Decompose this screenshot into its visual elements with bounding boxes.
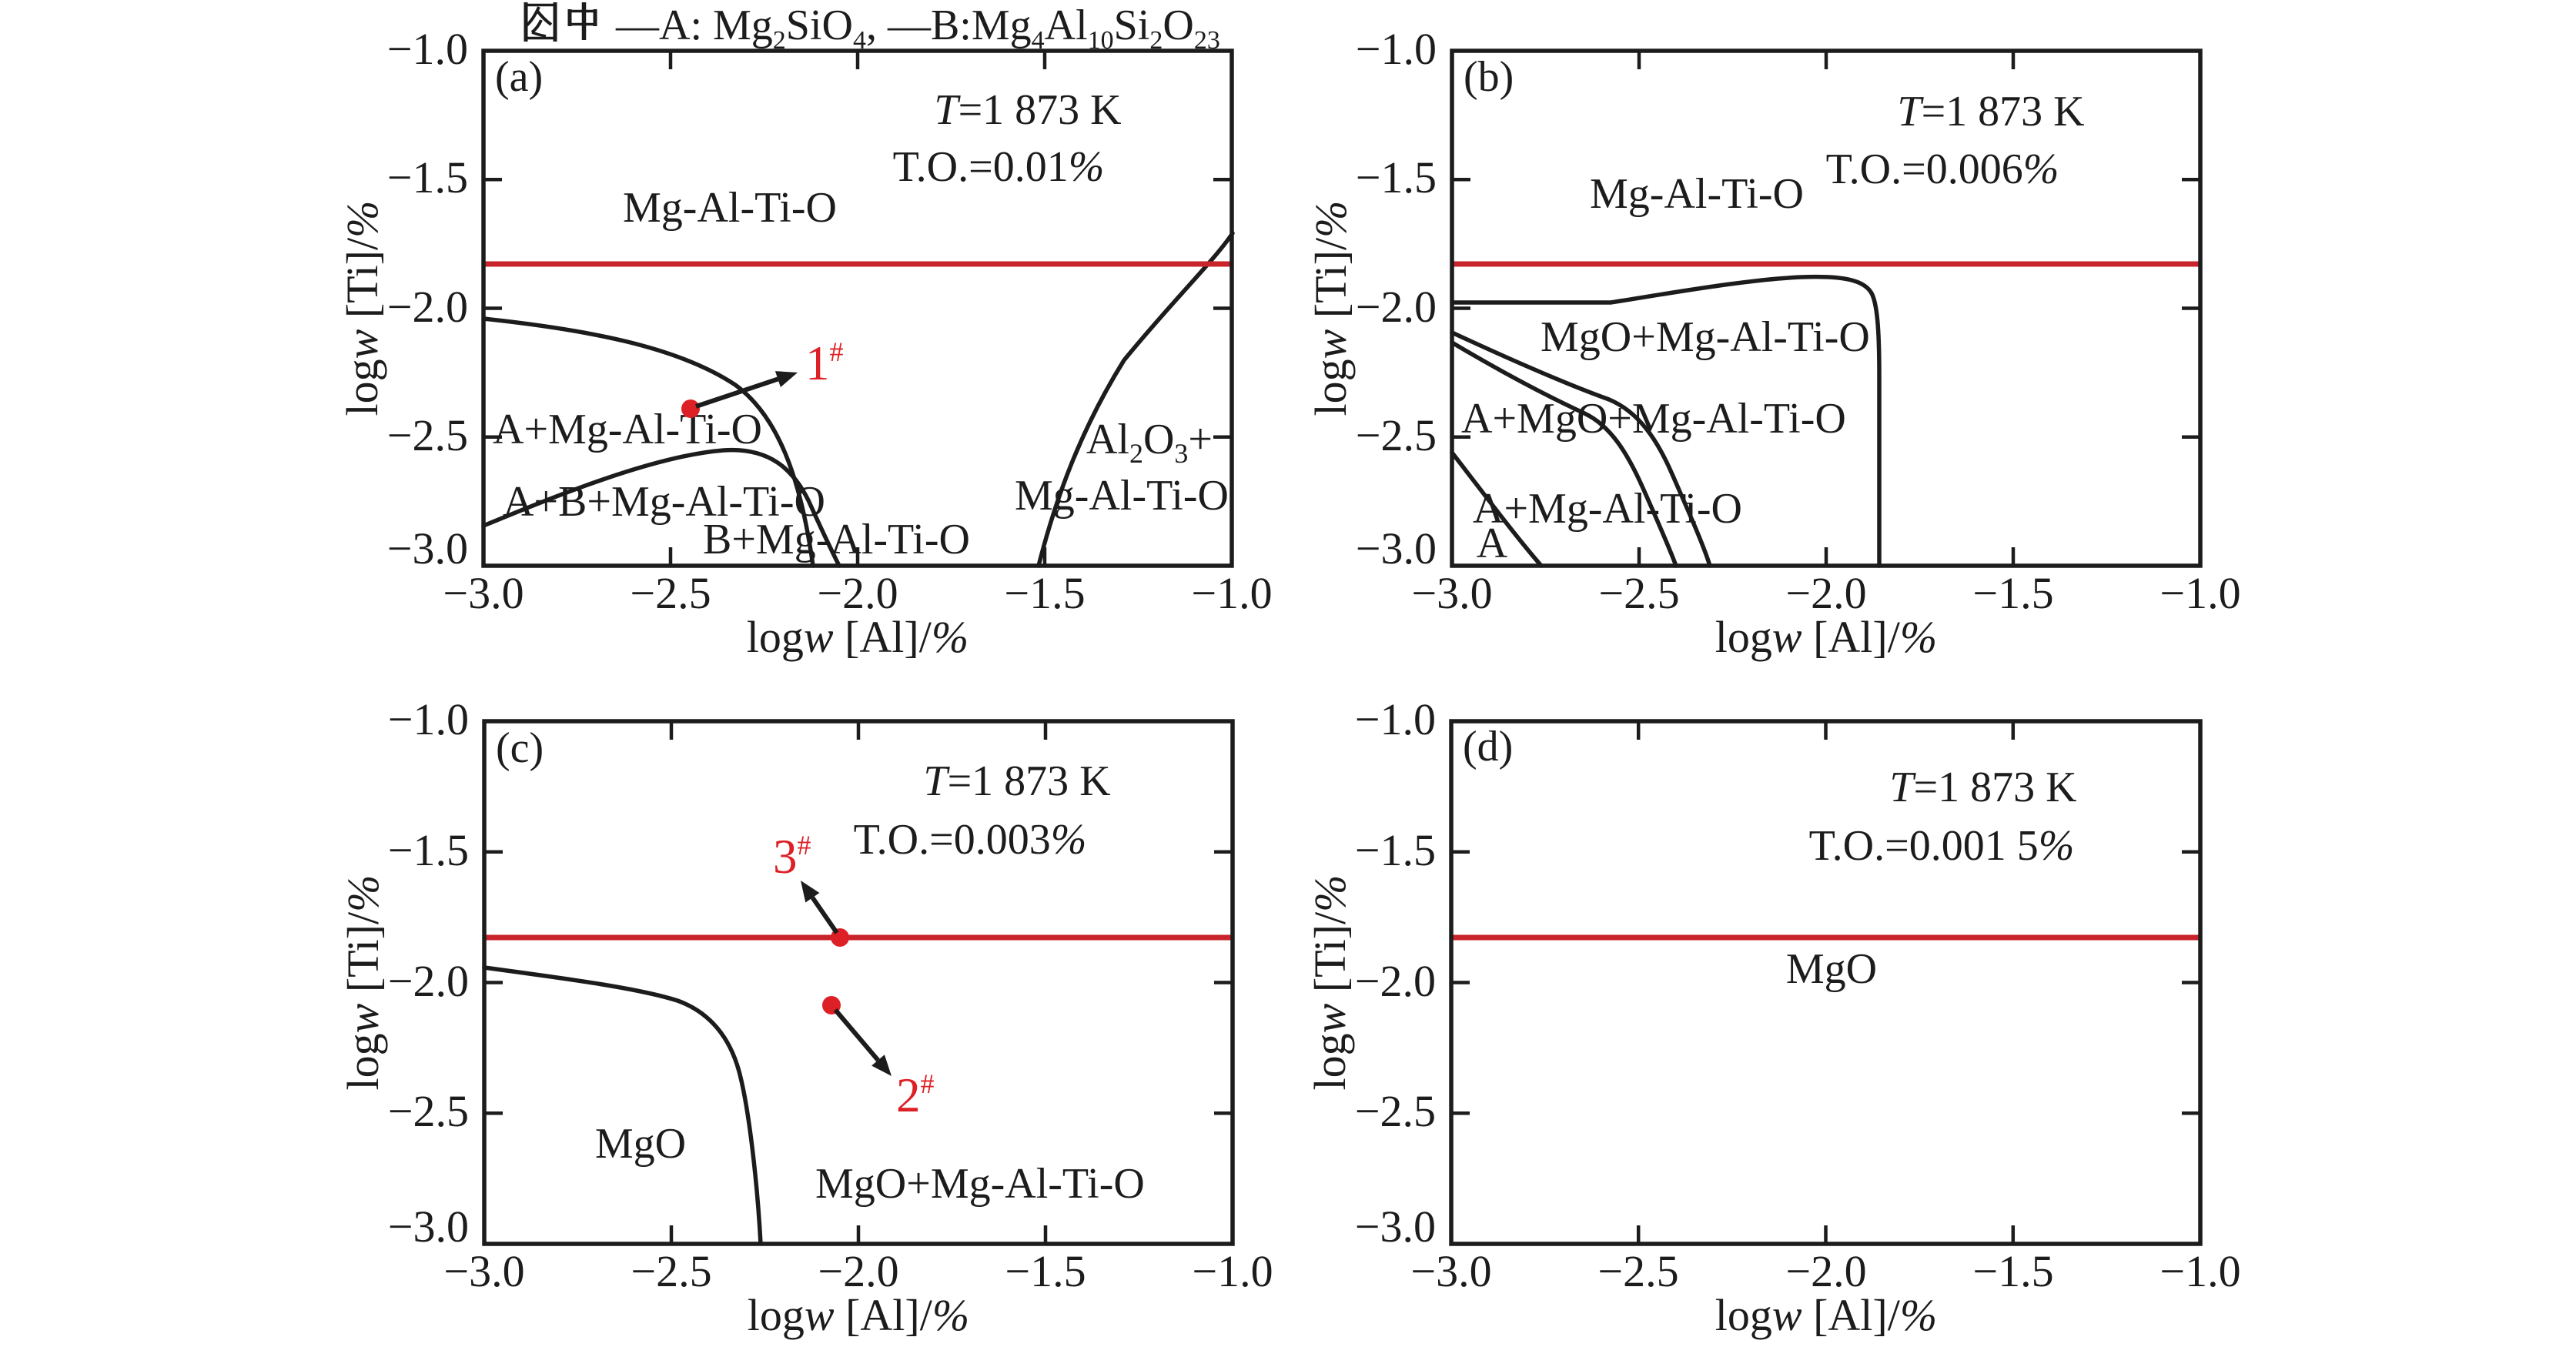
svg-text:−1.0: −1.0 [388, 694, 469, 744]
svg-text:logw [Ti]/%: logw [Ti]/% [337, 201, 387, 416]
svg-text:−3.0: −3.0 [387, 523, 468, 573]
svg-text:−1.0: −1.0 [1356, 24, 1437, 74]
svg-text:(d): (d) [1463, 723, 1513, 770]
svg-text:Mg-Al-Ti-O: Mg-Al-Ti-O [1015, 472, 1229, 520]
svg-text:−3.0: −3.0 [1356, 523, 1437, 573]
svg-text:−2.0: −2.0 [1356, 282, 1437, 332]
svg-text:MgO: MgO [1786, 945, 1877, 993]
svg-text:−2.5: −2.5 [630, 568, 711, 618]
svg-text:T=1 873 K: T=1 873 K [1897, 88, 2084, 135]
svg-text:−2.0: −2.0 [387, 282, 468, 332]
svg-text:−1.5: −1.5 [1005, 1246, 1086, 1296]
svg-text:(c): (c) [496, 724, 544, 772]
svg-text:−2.0: −2.0 [817, 568, 898, 618]
svg-text:T=1 873 K: T=1 873 K [923, 757, 1110, 805]
svg-text:−1.0: −1.0 [387, 24, 468, 74]
svg-text:A+B+Mg-Al-Ti-O: A+B+Mg-Al-Ti-O [503, 478, 825, 526]
svg-text:−1.0: −1.0 [1355, 694, 1436, 744]
svg-text:logw [Al]/%: logw [Al]/% [1715, 612, 1937, 662]
svg-text:−1.0: −1.0 [2159, 1246, 2240, 1296]
svg-text:−1.5: −1.5 [387, 152, 468, 202]
svg-text:−3.0: −3.0 [1411, 568, 1492, 618]
svg-text:−3.0: −3.0 [443, 568, 524, 618]
svg-text:−1.0: −1.0 [2159, 568, 2240, 618]
svg-text:Al2O3+: Al2O3+ [1086, 416, 1213, 469]
svg-text:−2.5: −2.5 [1356, 410, 1437, 460]
svg-text:T.O.=0.001 5%: T.O.=0.001 5% [1809, 822, 2075, 870]
svg-text:A+MgO+Mg-Al-Ti-O: A+MgO+Mg-Al-Ti-O [1461, 395, 1846, 443]
svg-text:−1.0: −1.0 [1192, 1246, 1273, 1296]
svg-text:−1.5: −1.5 [1972, 1246, 2053, 1296]
svg-text:A+Mg-Al-Ti-O: A+Mg-Al-Ti-O [493, 406, 762, 453]
svg-text:T.O.=0.003%: T.O.=0.003% [854, 816, 1087, 864]
svg-text:MgO+Mg-Al-Ti-O: MgO+Mg-Al-Ti-O [1541, 313, 1870, 361]
svg-text:−2.5: −2.5 [388, 1086, 469, 1136]
svg-text:−2.0: −2.0 [1785, 1246, 1866, 1296]
svg-text:T=1 873 K: T=1 873 K [1889, 764, 2076, 811]
svg-text:−2.5: −2.5 [1597, 1246, 1678, 1296]
svg-text:−2.5: −2.5 [387, 410, 468, 460]
svg-text:logw [Al]/%: logw [Al]/% [748, 1290, 969, 1340]
svg-text:logw [Al]/%: logw [Al]/% [1715, 1290, 1937, 1340]
svg-text:B+Mg-Al-Ti-O: B+Mg-Al-Ti-O [703, 516, 970, 563]
svg-text:−3.0: −3.0 [1355, 1202, 1436, 1252]
svg-text:Mg-Al-Ti-O: Mg-Al-Ti-O [1590, 170, 1804, 218]
svg-text:−2.0: −2.0 [1785, 568, 1866, 618]
svg-text:−1.5: −1.5 [1972, 568, 2053, 618]
svg-text:T.O.=0.01%: T.O.=0.01% [893, 143, 1105, 191]
svg-text:MgO+Mg-Al-Ti-O: MgO+Mg-Al-Ti-O [815, 1160, 1145, 1208]
svg-text:A: A [1477, 520, 1508, 567]
svg-text:logw [Ti]/%: logw [Ti]/% [338, 875, 388, 1091]
svg-text:logw [Ti]/%: logw [Ti]/% [1306, 201, 1356, 416]
svg-text:(a): (a) [495, 53, 543, 101]
svg-text:−1.5: −1.5 [1355, 825, 1436, 875]
svg-text:A+Mg-Al-Ti-O: A+Mg-Al-Ti-O [1473, 485, 1742, 533]
svg-text:T=1 873 K: T=1 873 K [934, 86, 1121, 134]
svg-text:−3.0: −3.0 [388, 1202, 469, 1252]
svg-text:−1.5: −1.5 [388, 825, 469, 875]
svg-text:logw [Ti]/%: logw [Ti]/% [1305, 875, 1355, 1091]
svg-text:−2.5: −2.5 [1355, 1086, 1436, 1136]
svg-text:Mg-Al-Ti-O: Mg-Al-Ti-O [623, 184, 837, 232]
svg-text:(b): (b) [1464, 53, 1514, 101]
svg-text:−2.5: −2.5 [631, 1246, 711, 1296]
svg-text:MgO: MgO [595, 1120, 686, 1168]
svg-text:−2.0: −2.0 [1355, 956, 1436, 1006]
svg-text:−2.0: −2.0 [818, 1246, 898, 1296]
svg-text:−3.0: −3.0 [1410, 1246, 1491, 1296]
svg-text:−3.0: −3.0 [443, 1246, 524, 1296]
svg-text:−1.5: −1.5 [1356, 152, 1437, 202]
svg-text:T.O.=0.006%: T.O.=0.006% [1826, 145, 2059, 193]
svg-text:−1.5: −1.5 [1004, 568, 1085, 618]
svg-text:−1.0: −1.0 [1191, 568, 1272, 618]
svg-text:−2.5: −2.5 [1598, 568, 1679, 618]
svg-text:−2.0: −2.0 [388, 956, 469, 1006]
svg-text:logw [Al]/%: logw [Al]/% [747, 612, 969, 662]
svg-text:—A: Mg2SiO4, —B:Mg4Al10Si2O23: —A: Mg2SiO4, —B:Mg4Al10Si2O23 [615, 2, 1220, 55]
